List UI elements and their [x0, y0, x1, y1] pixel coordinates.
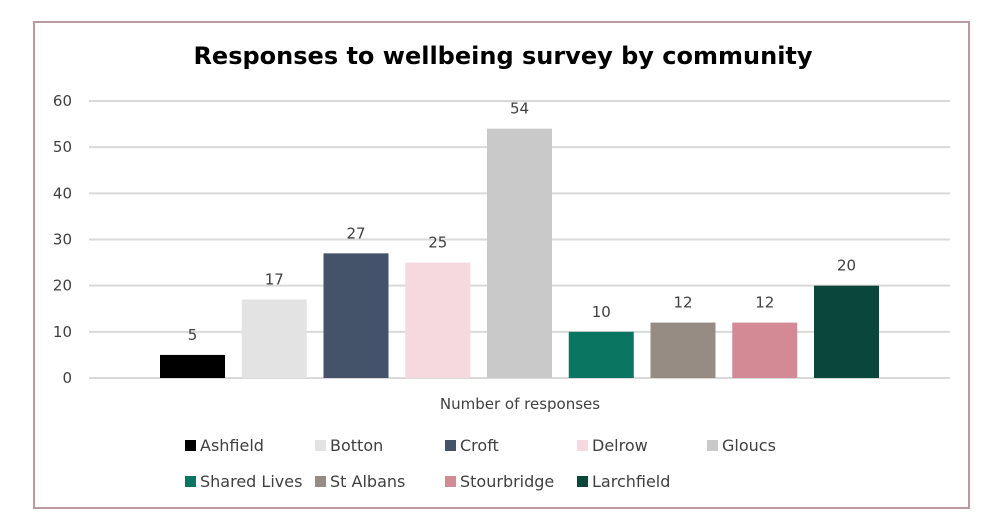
bar-shared-lives [568, 331, 634, 378]
legend-label: Ashfield [200, 436, 264, 455]
y-tick-label: 30 [53, 231, 72, 249]
legend-label: Larchfield [592, 472, 670, 491]
bar-botton [241, 299, 307, 378]
data-labels: 5 17 27 25 54 10 12 12 20 [188, 100, 856, 344]
legend: Ashfield Botton Croft Delrow Gloucs Shared Li… [185, 436, 776, 491]
legend-label: Shared Lives [200, 472, 302, 491]
legend-item-delrow: Delrow [577, 436, 648, 455]
legend-item-st-albans: St Albans [315, 472, 405, 491]
legend-item-shared-lives: Shared Lives [185, 472, 302, 491]
y-tick-label: 20 [53, 277, 72, 295]
y-tick-label: 0 [62, 369, 72, 387]
legend-label: St Albans [330, 472, 405, 491]
legend-item-botton: Botton [315, 436, 383, 455]
legend-swatch [707, 440, 718, 451]
y-tick-label: 50 [53, 138, 72, 156]
legend-label: Stourbridge [460, 472, 554, 491]
legend-swatch [577, 440, 588, 451]
data-label: 5 [188, 326, 198, 344]
data-label: 10 [592, 303, 611, 321]
legend-swatch [577, 476, 588, 487]
y-tick-label: 40 [53, 184, 72, 202]
y-axis-ticks: 0 10 20 30 40 50 60 [53, 92, 72, 387]
y-tick-label: 60 [53, 92, 72, 110]
bar-gloucs [487, 128, 552, 378]
legend-item-gloucs: Gloucs [707, 436, 776, 455]
legend-label: Gloucs [722, 436, 776, 455]
bar-delrow [405, 262, 471, 378]
data-label: 17 [265, 271, 284, 289]
bar-larchfield [814, 285, 879, 378]
bar-croft [323, 253, 389, 378]
legend-item-stourbridge: Stourbridge [445, 472, 554, 491]
legend-label: Botton [330, 436, 383, 455]
legend-swatch [185, 440, 196, 451]
legend-item-larchfield: Larchfield [577, 472, 670, 491]
data-label: 27 [346, 224, 365, 242]
legend-swatch [315, 440, 326, 451]
data-label: 20 [837, 257, 856, 275]
legend-swatch [445, 476, 456, 487]
data-label: 12 [755, 294, 774, 312]
legend-label: Delrow [592, 436, 648, 455]
y-tick-label: 10 [53, 323, 72, 341]
legend-label: Croft [460, 436, 499, 455]
legend-swatch [445, 440, 456, 451]
legend-swatch [315, 476, 326, 487]
x-axis-title: Number of responses [440, 395, 600, 413]
bar-st-albans [650, 322, 716, 378]
legend-swatch [185, 476, 196, 487]
legend-item-croft: Croft [445, 436, 499, 455]
chart-title: Responses to wellbeing survey by communi… [193, 42, 812, 70]
data-label: 12 [673, 294, 692, 312]
data-label: 54 [510, 100, 529, 118]
bar-stourbridge [732, 322, 798, 378]
legend-item-ashfield: Ashfield [185, 436, 264, 455]
bars [160, 128, 879, 378]
data-label: 25 [428, 234, 447, 252]
bar-ashfield [160, 354, 225, 378]
